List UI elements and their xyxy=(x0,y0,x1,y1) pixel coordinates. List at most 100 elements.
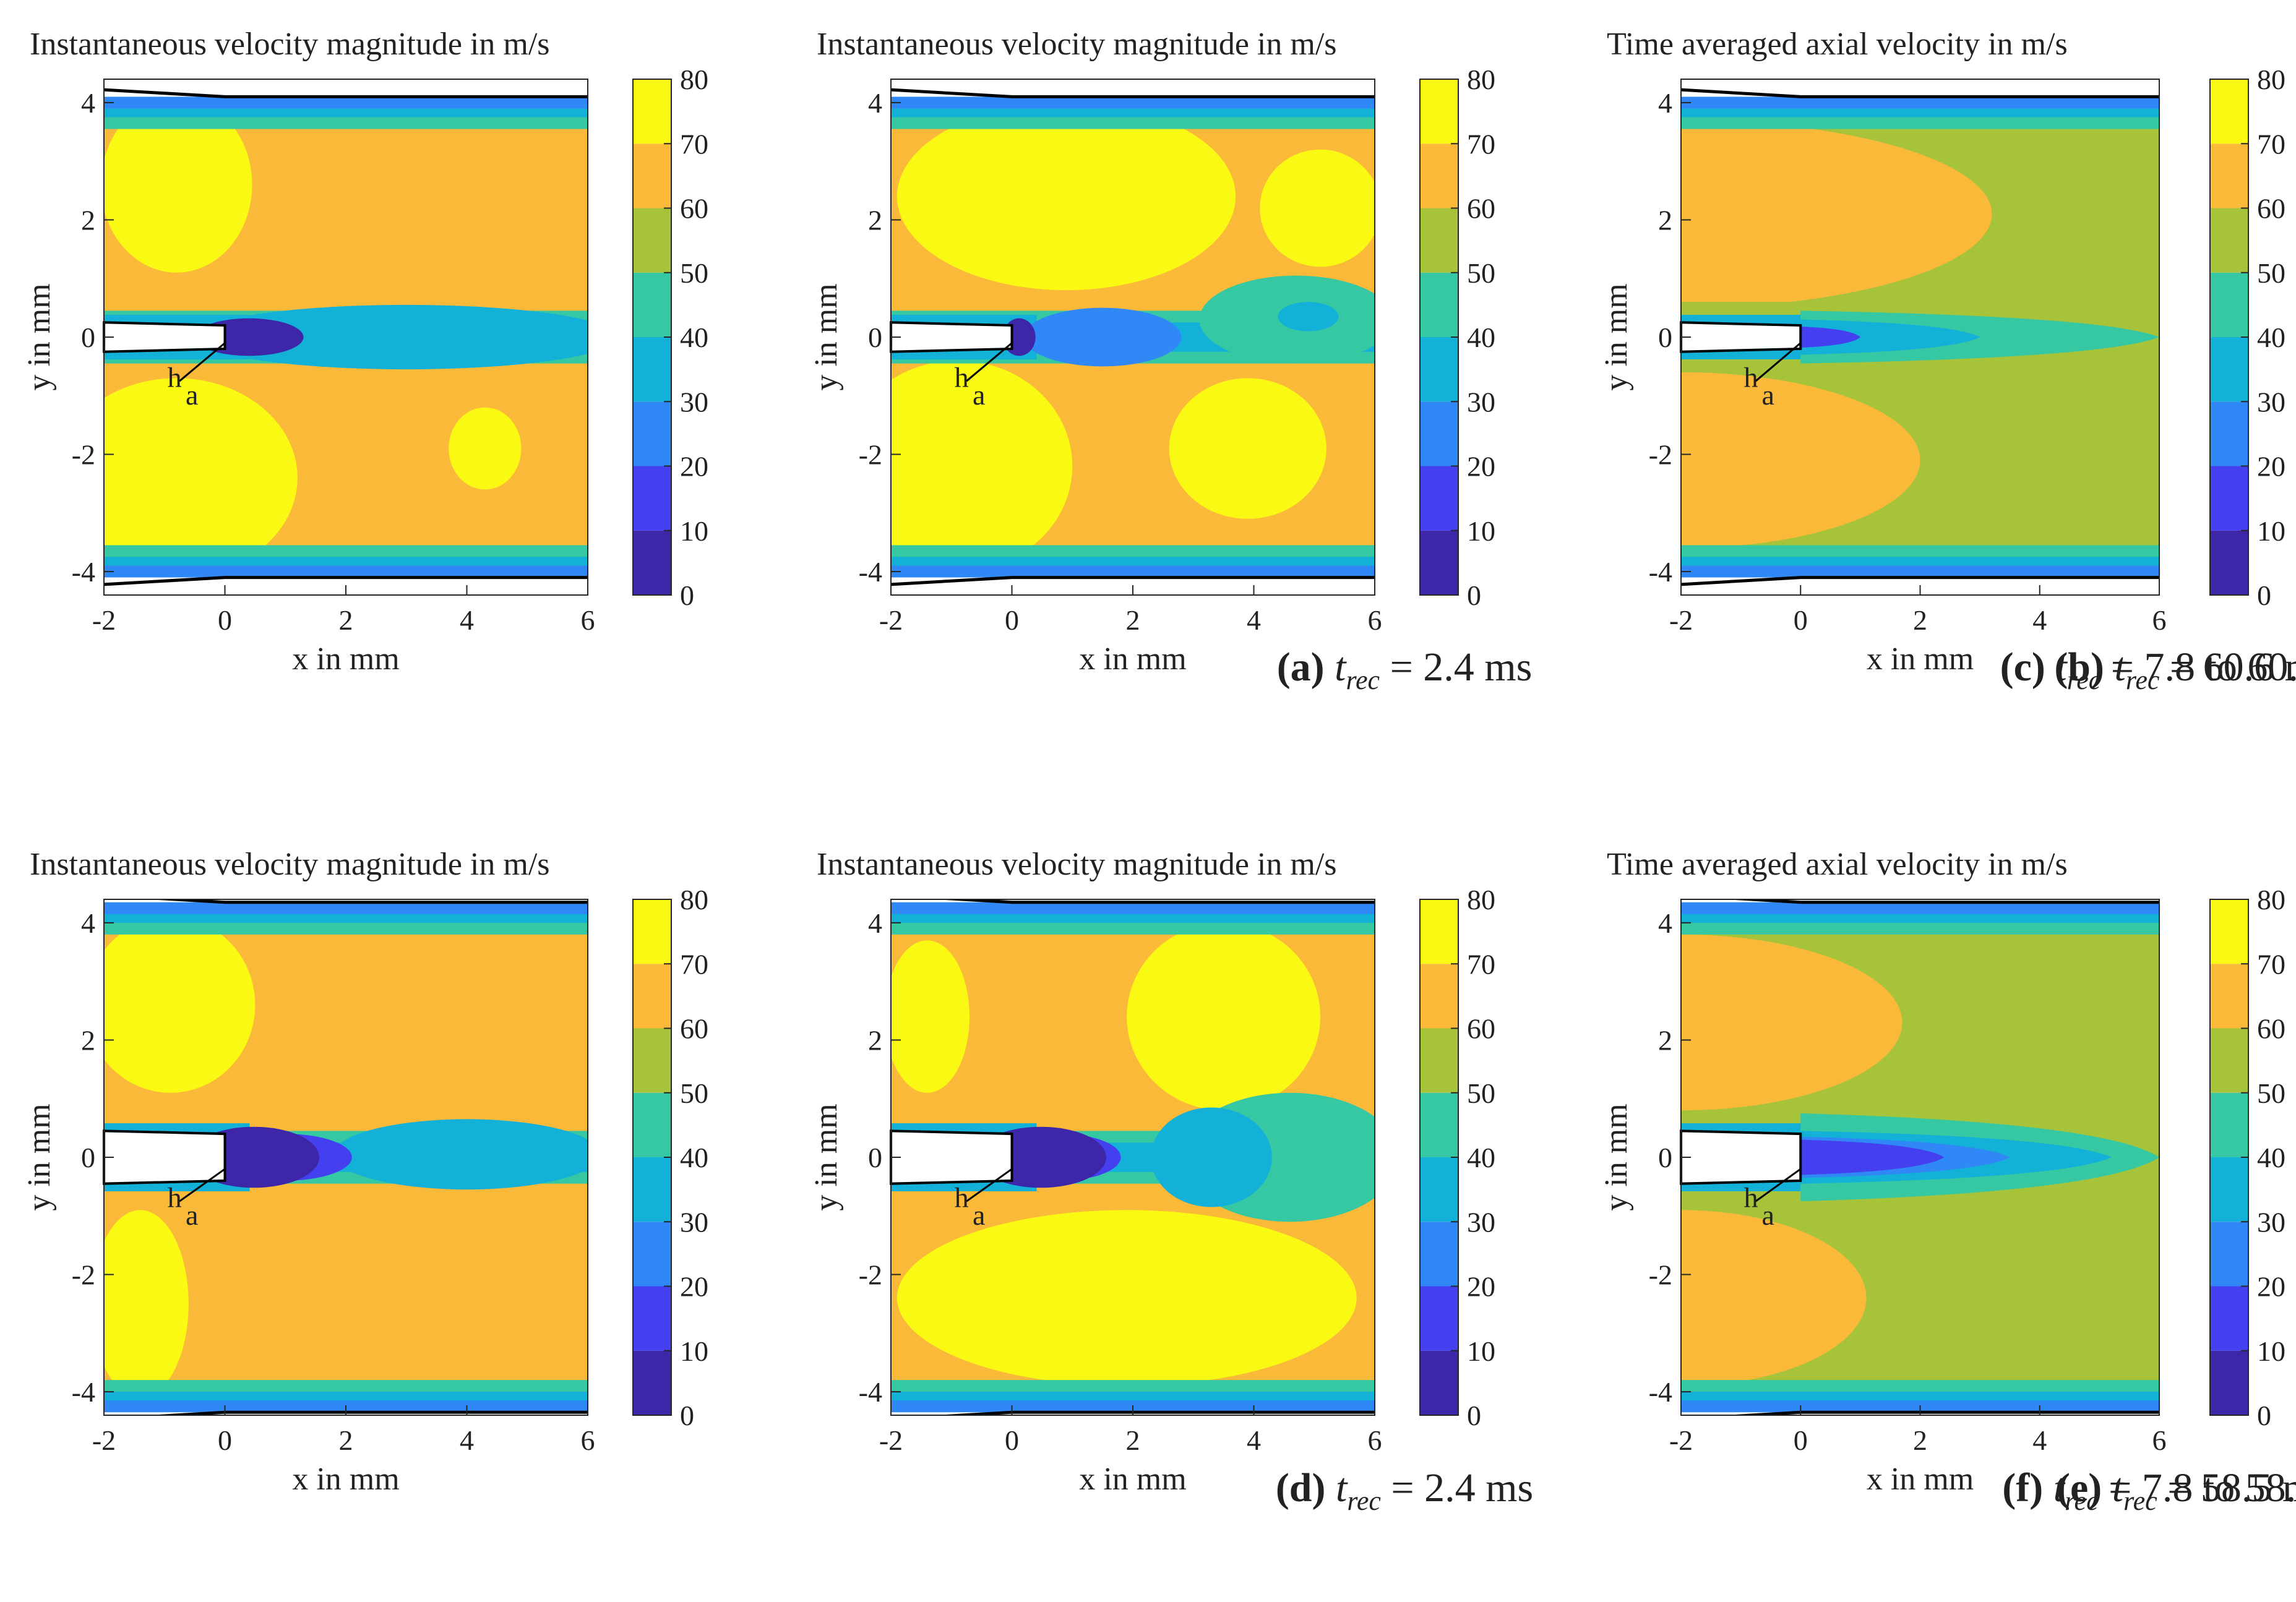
panel-b-lower-wall xyxy=(891,576,1375,586)
panel-d-x-tick-label: 6 xyxy=(581,1424,595,1456)
panel-d-peak-region xyxy=(104,917,256,1093)
panel-b-colorbar-band xyxy=(1420,401,1458,466)
panel-d-caption-sub: rec xyxy=(1347,1486,1381,1516)
panel-d-x-axis-label: x in mm xyxy=(292,1462,399,1497)
panel-b-x-tick-label: 2 xyxy=(1126,604,1140,636)
panel-d-colorbar-tick-label: 50 xyxy=(680,1077,708,1109)
panel-b-colorbar-tick-label: 20 xyxy=(1467,451,1495,482)
panel-d-x-tick-label: 0 xyxy=(218,1424,232,1456)
panel-b-peak-region xyxy=(1260,149,1375,267)
panel-d-colorbar-tick-label: 60 xyxy=(680,1013,708,1045)
panel-b-colorbar-tick-label: 70 xyxy=(1467,128,1495,160)
panel-e-colorbar-tick-label: 50 xyxy=(1467,1077,1495,1109)
panel-f-x-tick-label: 0 xyxy=(1794,1424,1808,1456)
panel-a-y-tick-label: 4 xyxy=(81,87,95,119)
panel-f-colorbar-tick-label: 70 xyxy=(2257,948,2285,980)
panel-a-title: Instantaneous velocity magnitude in m/s xyxy=(30,27,550,62)
panel-f-colorbar-tick-label: 20 xyxy=(2257,1271,2285,1303)
panel-f-title: Time averaged axial velocity in m/s xyxy=(1607,847,2068,882)
panel-d-colorbar-tick-label: 0 xyxy=(680,1400,694,1431)
panel-c-x-tick-label: 6 xyxy=(2152,604,2167,636)
panel-a-colorbar-tick-label: 30 xyxy=(680,386,708,418)
panel-c-caption-symbol: t xyxy=(2055,645,2068,690)
panel-c-caption-label: (c) xyxy=(2000,645,2045,690)
panel-c-x-tick-label: 2 xyxy=(1913,604,1927,636)
panel-f-upper-wall xyxy=(1724,899,2159,904)
panel-c-annotation-sub: a xyxy=(1761,379,1774,411)
panel-f-colorbar-band xyxy=(2210,1092,2248,1157)
panel-c-colorbar-band xyxy=(2210,143,2248,208)
panel-e-x-tick-label: -2 xyxy=(879,1424,903,1456)
panel-a-annotation-sub: a xyxy=(186,379,198,411)
panel-c-caption-sub: rec xyxy=(2067,665,2101,695)
panel-c-colorbar-band xyxy=(2210,337,2248,402)
panel-b-colorbar-tick-label: 10 xyxy=(1467,515,1495,547)
panel-b-caption-label: (b) xyxy=(2054,645,2104,690)
panel-a-x-tick-label: 2 xyxy=(339,604,353,636)
panel-a-caption-sub: rec xyxy=(1346,665,1380,695)
panel-a-peak-region xyxy=(104,378,298,578)
panel-a-y-tick-label: 2 xyxy=(81,204,95,236)
panel-c-y-tick-label: 4 xyxy=(1658,87,1672,119)
panel-c-x-tick-label: 0 xyxy=(1794,604,1808,636)
panel-d-colorbar-band xyxy=(633,1092,671,1157)
panel-d-vortex-region xyxy=(333,1119,588,1190)
panel-b-colorbar: 0 10 20 30 40 50 60 70 80 xyxy=(1419,64,1495,611)
panel-e-colorbar-band xyxy=(1420,1286,1458,1351)
panel-b-annotation-sub: a xyxy=(973,379,985,411)
panel-c-lower-wall xyxy=(1681,576,2159,586)
panel-b-caption-symbol: t xyxy=(2115,645,2127,690)
panel-b-colorbar-band xyxy=(1420,143,1458,208)
panel-f-x-axis-label: x in mm xyxy=(1867,1462,1974,1497)
panel-b-caption: (b) trec = 60.6 ms xyxy=(2054,645,2296,695)
panel-b-upper-wall xyxy=(891,88,1375,98)
panel-d-x-tick-label: 4 xyxy=(460,1424,474,1456)
panel-c-colorbar-tick-label: 10 xyxy=(2257,515,2285,547)
panel-d-y-tick-label: -2 xyxy=(72,1259,95,1291)
panel-f-splitter-plate xyxy=(1680,1129,1802,1185)
panel-f-colorbar-band xyxy=(2210,899,2248,964)
panel-e-y-tick-label: -4 xyxy=(859,1376,882,1408)
panel-a-caption: (a) trec = 2.4 ms xyxy=(1277,645,1533,695)
panel-a-vortex-region xyxy=(194,304,588,370)
panel-c-colorbar-tick-label: 40 xyxy=(2257,322,2285,353)
panel-b-colorbar-tick-label: 60 xyxy=(1467,193,1495,225)
panel-f-x-tick-label: -2 xyxy=(1669,1424,1693,1456)
panel-f-y-tick-label: 4 xyxy=(1658,907,1672,939)
panel-e-colorbar-tick-label: 70 xyxy=(1467,948,1495,980)
panel-d-x-tick-label: -2 xyxy=(92,1424,116,1456)
panel-c: ha -2 0 2 4 6 -4 -2 0 2 4 x in mm y in mm Time averag… xyxy=(1599,27,2296,695)
panel-e-colorbar-tick-label: 20 xyxy=(1467,1271,1495,1303)
panel-c-colorbar-band xyxy=(2210,530,2248,595)
panel-b-colorbar-band xyxy=(1420,530,1458,595)
panel-b-y-tick-label: 4 xyxy=(868,87,882,119)
panel-b-x-axis-label: x in mm xyxy=(1079,641,1186,677)
panel-f-x-tick-label: 4 xyxy=(2032,1424,2047,1456)
panel-f-fast-lobe xyxy=(1681,1210,1867,1386)
panel-e-x-tick-label: 0 xyxy=(1005,1424,1019,1456)
panel-c-wake-contour xyxy=(1800,326,1860,348)
panel-a-x-tick-label: 4 xyxy=(460,604,474,636)
panel-e-colorbar-band xyxy=(1420,1092,1458,1157)
panel-b-title: Instantaneous velocity magnitude in m/s xyxy=(817,27,1337,62)
panel-d-caption: (d) trec = 2.4 ms xyxy=(1276,1465,1533,1516)
panel-b-annotation-leader xyxy=(966,342,1013,382)
panel-f-annotation-label: h xyxy=(1743,1182,1758,1214)
panel-a-colorbar-band xyxy=(633,143,671,208)
panel-a-x-tick-label: 0 xyxy=(218,604,232,636)
panel-f-caption-value: = 7.8 to 58.5 ms xyxy=(2099,1465,2296,1510)
panel-d-upper-wall xyxy=(147,899,588,904)
panel-e-peak-region xyxy=(891,940,970,1093)
panel-c-x-tick-label: 4 xyxy=(2032,604,2047,636)
panel-e-splitter-plate xyxy=(890,1129,1013,1185)
panel-b-y-tick-label: 2 xyxy=(868,204,882,236)
panel-e-colorbar-tick-label: 10 xyxy=(1467,1335,1495,1367)
panel-f-colorbar-tick-label: 0 xyxy=(2257,1400,2271,1431)
panel-c-fast-lobe xyxy=(1681,120,1992,308)
panel-c-colorbar-band xyxy=(2210,208,2248,273)
panel-b-y-tick-label: -4 xyxy=(859,556,882,588)
panel-a-colorbar-tick-label: 80 xyxy=(680,64,708,95)
panel-a-colorbar-tick-label: 40 xyxy=(680,322,708,353)
